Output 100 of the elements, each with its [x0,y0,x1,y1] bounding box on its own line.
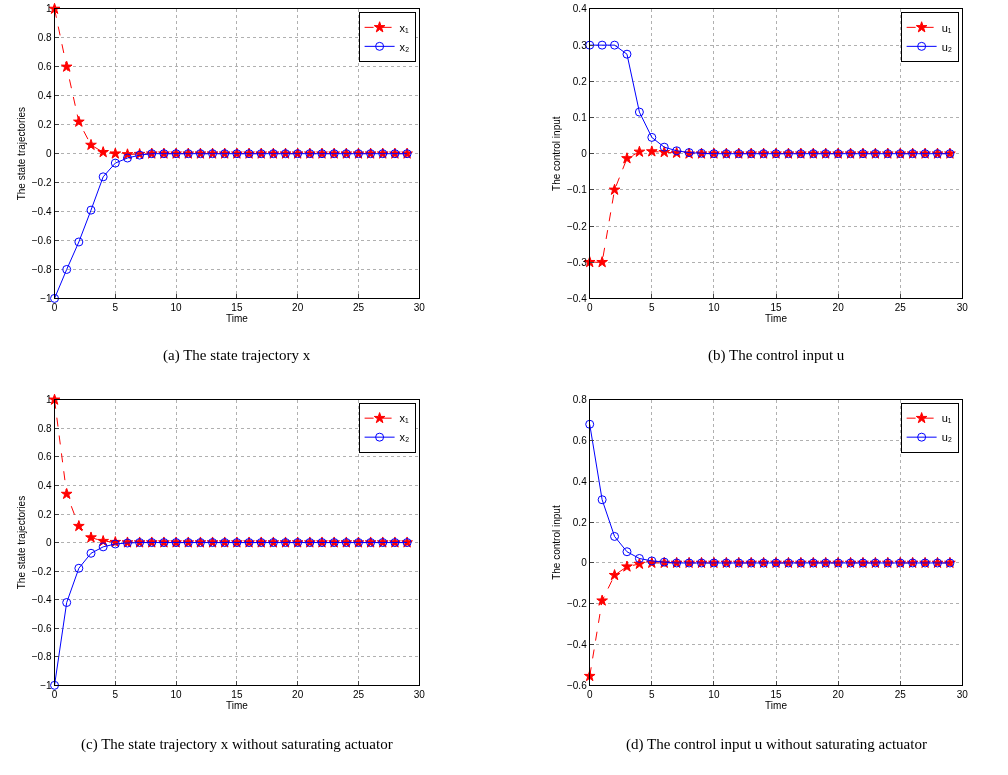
x-tick-label: 25 [894,302,907,314]
x-tick-label: 30 [413,302,426,314]
x-axis-title: Time [225,313,249,325]
point [608,183,621,195]
x-tick-label: 20 [292,689,304,701]
legend-label: u₂ [941,40,953,53]
legend-label: x₂ [399,40,410,53]
legend-label: u₂ [941,431,953,444]
y-tick-label: 0.8 [572,394,588,406]
point [98,172,108,182]
x-tick-label: 5 [649,689,656,701]
point [98,542,108,552]
point [610,40,620,50]
x-tick-label: 25 [352,302,365,314]
x-tick-label: 30 [956,689,969,701]
x-tick-label: 5 [112,689,119,701]
point [610,531,620,541]
point [122,153,132,163]
y-tick-label: −0.1 [566,184,588,196]
point [85,531,97,543]
point [597,40,607,50]
x-tick-label: 30 [413,689,426,701]
y-tick-label: 0.2 [572,75,588,87]
x-tick-label: 20 [832,302,845,314]
y-tick-label: 0.6 [37,61,52,73]
text: (a) The state trajectory x [163,347,311,364]
x-axis-title: Time [765,700,788,712]
point [585,419,595,429]
y-tick-label: −1 [40,292,52,304]
y-tick-label: 0.4 [37,90,52,102]
legend-label: x₁ [399,21,410,34]
y-tick-label: 0.1 [572,111,588,123]
point [633,145,646,157]
point [622,49,632,59]
y-tick-label: 0.4 [572,3,588,15]
point [621,152,633,164]
point [60,60,73,72]
y-tick-label: 0.8 [37,32,52,44]
point [85,138,97,151]
point [110,158,120,168]
y-tick-label: −0.2 [566,598,588,610]
x-tick-label: 5 [649,302,656,314]
legend-label: u₁ [941,412,952,425]
x-tick-label: 10 [708,689,720,701]
point [50,293,60,303]
y-axis-title: The state trajectories [15,495,27,590]
point [109,147,122,159]
x-tick-label: 30 [956,302,969,314]
y-tick-label: 0 [45,537,52,549]
legend-label: x₂ [399,431,410,444]
y-axis-title: The state trajectories [15,106,27,201]
y-tick-label: 0 [581,148,588,160]
y-tick-label: 0 [45,148,52,160]
y-tick-label: 0 [581,557,588,569]
y-tick-label: 1 [45,3,52,15]
point [73,115,85,127]
y-tick-label: −0.3 [566,256,588,268]
y-tick-label: 0.4 [37,479,52,491]
point [583,670,596,682]
x-tick-label: 10 [170,689,183,701]
text: (d) The control input u without saturating actuator [626,736,927,753]
y-tick-label: −0.6 [31,622,52,634]
y-tick-label: 0.6 [37,451,52,463]
y-tick-label: −0.8 [31,651,52,663]
y-tick-label: 0.2 [572,516,588,528]
y-tick-label: 0.6 [572,435,588,447]
y-axis-title: The control input [550,505,562,580]
y-tick-label: −0.4 [31,594,52,606]
y-tick-label: −0.2 [566,220,588,232]
point [659,142,669,152]
point [597,495,607,505]
point [608,569,621,581]
x-tick-label: 5 [112,302,119,314]
x-tick-label: 15 [770,302,783,314]
y-tick-label: −1 [40,679,52,691]
y-tick-label: −0.4 [566,639,588,651]
x-tick-label: 15 [770,689,783,701]
text: (c) The state trajectory x without saturating actuator [81,736,393,753]
x-tick-label: 20 [292,302,304,314]
y-tick-label: −0.6 [566,679,588,691]
y-tick-label: 0.2 [37,119,52,131]
y-tick-label: −0.2 [31,565,52,577]
point [73,520,85,532]
point [62,598,72,608]
x-tick-label: 10 [170,302,183,314]
point [596,594,608,606]
y-tick-label: −0.6 [31,235,52,247]
y-tick-label: 1 [45,394,52,406]
x-tick-label: 15 [231,302,243,314]
point [60,487,73,500]
point [645,145,658,157]
point [97,146,109,158]
point [74,563,84,573]
y-tick-label: −0.4 [566,292,588,304]
point [621,560,633,572]
x-tick-label: 25 [894,689,907,701]
point [50,680,60,690]
x-axis-title: Time [765,313,788,325]
legend-label: u₁ [941,21,952,34]
point [62,264,72,274]
